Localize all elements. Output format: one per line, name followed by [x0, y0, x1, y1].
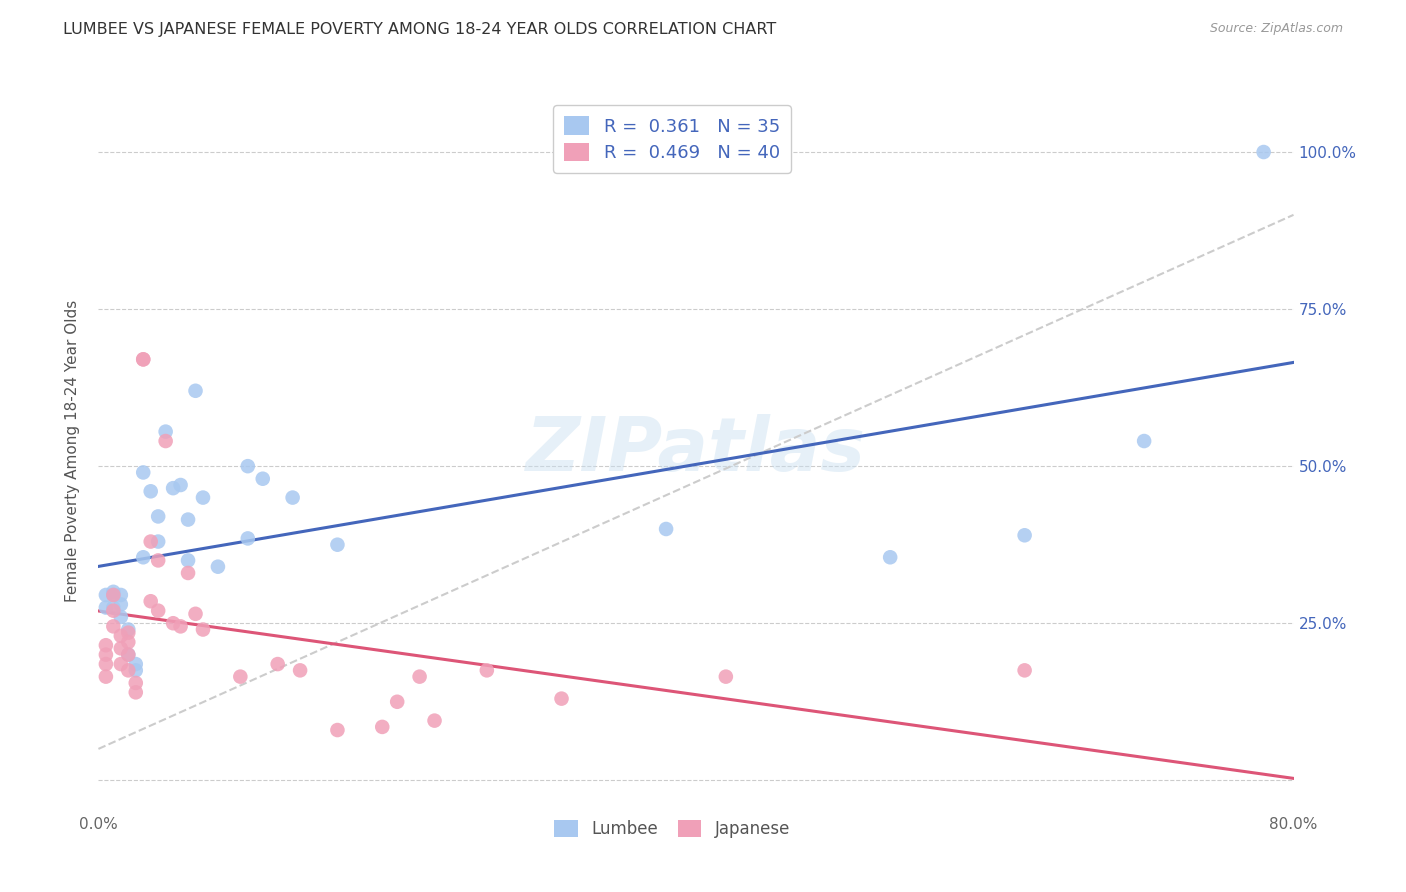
Point — [117, 648, 139, 662]
Text: Source: ZipAtlas.com: Source: ZipAtlas.com — [1209, 22, 1343, 36]
Point — [1253, 145, 1275, 159]
Point — [1014, 664, 1036, 678]
Point — [132, 466, 155, 480]
Point — [236, 532, 259, 546]
Point — [110, 657, 132, 671]
Point — [125, 676, 148, 690]
Point — [103, 619, 125, 633]
Point — [103, 588, 125, 602]
Point — [110, 588, 132, 602]
Point — [125, 664, 148, 678]
Point — [139, 594, 162, 608]
Point — [288, 664, 311, 678]
Point — [191, 623, 214, 637]
Point — [132, 550, 155, 565]
Point — [236, 459, 259, 474]
Point — [155, 434, 177, 448]
Point — [117, 664, 139, 678]
Point — [110, 629, 132, 643]
Point — [184, 607, 207, 621]
Point — [326, 723, 349, 737]
Point — [94, 670, 117, 684]
Point — [94, 638, 117, 652]
Point — [103, 584, 125, 599]
Point — [326, 538, 349, 552]
Point — [162, 481, 184, 495]
Point — [281, 491, 304, 505]
Point — [267, 657, 290, 671]
Point — [103, 588, 125, 602]
Point — [132, 352, 155, 367]
Point — [385, 695, 409, 709]
Point — [94, 657, 117, 671]
Point — [148, 534, 170, 549]
Point — [110, 641, 132, 656]
Legend: Lumbee, Japanese: Lumbee, Japanese — [546, 812, 799, 847]
Point — [94, 600, 117, 615]
Point — [132, 352, 155, 367]
Point — [117, 625, 139, 640]
Point — [148, 553, 170, 567]
Point — [177, 566, 200, 580]
Point — [371, 720, 394, 734]
Point — [879, 550, 901, 565]
Point — [103, 604, 125, 618]
Point — [207, 559, 229, 574]
Point — [423, 714, 446, 728]
Point — [103, 600, 125, 615]
Text: ZIPatlas: ZIPatlas — [526, 414, 866, 487]
Point — [177, 512, 200, 526]
Point — [125, 657, 148, 671]
Text: LUMBEE VS JAPANESE FEMALE POVERTY AMONG 18-24 YEAR OLDS CORRELATION CHART: LUMBEE VS JAPANESE FEMALE POVERTY AMONG … — [63, 22, 776, 37]
Point — [177, 553, 200, 567]
Point — [110, 598, 132, 612]
Point — [184, 384, 207, 398]
Point — [94, 588, 117, 602]
Point — [169, 619, 191, 633]
Point — [155, 425, 177, 439]
Point — [117, 635, 139, 649]
Point — [125, 685, 148, 699]
Point — [1133, 434, 1156, 448]
Point — [714, 670, 737, 684]
Point — [191, 491, 214, 505]
Y-axis label: Female Poverty Among 18-24 Year Olds: Female Poverty Among 18-24 Year Olds — [65, 300, 80, 601]
Point — [139, 534, 162, 549]
Point — [1014, 528, 1036, 542]
Point — [655, 522, 678, 536]
Point — [550, 691, 572, 706]
Point — [148, 509, 170, 524]
Point — [169, 478, 191, 492]
Point — [94, 648, 117, 662]
Point — [110, 610, 132, 624]
Point — [229, 670, 252, 684]
Point — [148, 604, 170, 618]
Point — [162, 616, 184, 631]
Point — [408, 670, 430, 684]
Point — [117, 648, 139, 662]
Point — [475, 664, 498, 678]
Point — [117, 623, 139, 637]
Point — [252, 472, 274, 486]
Point — [139, 484, 162, 499]
